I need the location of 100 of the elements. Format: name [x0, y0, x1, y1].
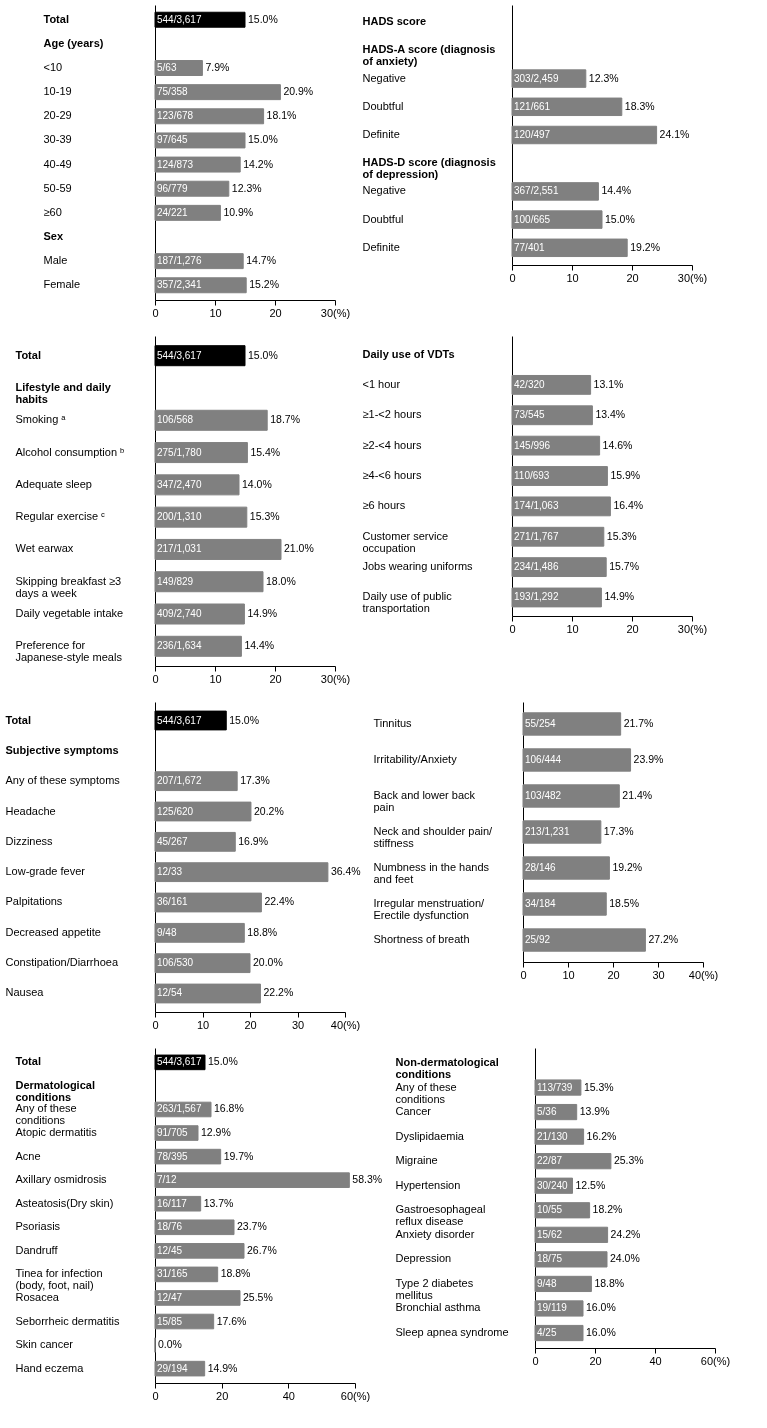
data-label: 20.2%: [253, 804, 284, 817]
data-label: 7.9%: [205, 61, 230, 74]
data-label: 15.4%: [250, 445, 281, 458]
bar: [522, 820, 602, 844]
bar: [511, 466, 608, 486]
annotation: 9/48: [537, 1277, 557, 1289]
data-label: 23.9%: [633, 752, 664, 765]
x-tick-label: 10: [209, 672, 222, 685]
annotation: 29/194: [157, 1362, 189, 1374]
y-tick-label: HADS-A score (diagnosis of anxiety): [362, 43, 496, 68]
bar: [154, 831, 236, 852]
data-label: 15.0%: [605, 212, 635, 225]
y-tick-label: Definite: [362, 128, 400, 140]
x-tick-label: 40(%): [688, 968, 719, 981]
data-label: 25.3%: [613, 1154, 644, 1167]
y-tick-label: Doubtful: [362, 212, 404, 225]
y-tick-label: Dandruff: [15, 1243, 59, 1256]
annotation: 106/444: [525, 753, 562, 765]
bar: [154, 474, 240, 496]
data-label: 24.1%: [659, 128, 690, 140]
y-tick-label: Tinea for infection (body, foot, nail): [15, 1267, 103, 1292]
y-tick-label: ≥6 hours: [362, 499, 406, 512]
data-label: 18.8%: [247, 925, 278, 938]
annotation: 7/12: [157, 1174, 177, 1186]
data-label: 22.2%: [263, 986, 294, 999]
x-tick-label: 0: [152, 1018, 159, 1031]
y-tick-label: ≥60: [43, 205, 62, 218]
y-tick-label: Tinnitus: [373, 716, 413, 729]
bar: [511, 496, 611, 517]
bar: [154, 506, 248, 528]
y-tick-label: Sleep apnea syndrome: [395, 1326, 509, 1339]
annotation: 110/693: [514, 470, 550, 481]
data-label: 14.2%: [243, 157, 273, 170]
data-label: 10.9%: [223, 205, 254, 218]
data-label: 17.6%: [216, 1314, 247, 1327]
data-label: 23.7%: [237, 1220, 267, 1233]
annotation: 30/240: [537, 1179, 569, 1191]
bar: [154, 156, 241, 173]
y-tick-label: Sex: [43, 229, 64, 242]
y-tick-label: Negative: [362, 184, 406, 197]
x-tick-label: 40(%): [330, 1018, 361, 1031]
annotation: 4/25: [537, 1327, 557, 1339]
data-label: 20.0%: [253, 956, 283, 969]
annotation: 77/401: [514, 241, 546, 253]
x-tick-label: 20: [269, 306, 282, 319]
annotation: 367/2,551: [514, 185, 559, 197]
bar: [154, 442, 248, 464]
annotation: 409/2,740: [157, 608, 202, 620]
annotation: 34/184: [525, 898, 557, 910]
bar: [511, 97, 623, 117]
annotation: 544/3,617: [157, 714, 202, 726]
annotation: 36/161: [157, 896, 189, 908]
x-tick-label: 30: [291, 1018, 305, 1031]
data-label: 18.0%: [266, 574, 296, 587]
x-tick-label: 20: [269, 672, 282, 685]
data-label: 19.2%: [612, 861, 643, 874]
bar: [511, 435, 601, 456]
bar: [522, 748, 632, 772]
data-label: 26.7%: [247, 1243, 277, 1256]
y-tick-label: Palpitations: [5, 895, 63, 908]
y-tick-label: Wet earwax: [15, 542, 74, 555]
annotation: 91/705: [157, 1127, 189, 1139]
y-tick-label: Daily use of public transportation: [362, 590, 453, 615]
y-tick-label: Nausea: [5, 986, 45, 999]
annotation: 18/76: [157, 1221, 183, 1233]
annotation: 120/497: [514, 129, 551, 140]
annotation: 213/1,231: [525, 826, 570, 837]
bar: [511, 587, 602, 608]
data-label: 18.1%: [266, 109, 297, 122]
y-tick-label: Adequate sleep: [15, 477, 92, 490]
data-label: 19.7%: [223, 1149, 254, 1162]
x-tick-label: 10: [562, 968, 575, 981]
x-tick-label: 10: [566, 271, 579, 284]
bar: [522, 892, 607, 916]
annotation: 187/1,276: [157, 255, 202, 267]
data-label: 15.3%: [606, 529, 637, 542]
y-tick-label: 10-19: [43, 85, 72, 98]
y-tick-label: Axillary osmidrosis: [15, 1173, 108, 1186]
bar: [154, 862, 329, 883]
y-tick-label: ≥4-<6 hours: [362, 469, 422, 481]
x-tick-label: 30(%): [320, 306, 351, 319]
x-tick-label: 20: [626, 622, 639, 635]
bar: [511, 374, 592, 395]
annotation: 106/530: [157, 957, 194, 969]
annotation: 19/119: [537, 1302, 568, 1314]
bar: [154, 84, 281, 101]
data-label: 16.8%: [214, 1102, 244, 1115]
annotation: 123/678: [157, 110, 194, 122]
annotation: 12/45: [157, 1244, 183, 1256]
data-label: 17.3%: [240, 774, 270, 787]
y-tick-label: Irritability/Anxiety: [373, 752, 458, 765]
bar: [154, 953, 251, 974]
annotation: 5/36: [537, 1106, 557, 1118]
y-tick-label: Negative: [362, 71, 406, 84]
bar: [511, 125, 658, 145]
annotation: 96/779: [157, 182, 189, 194]
annotation: 9/48: [157, 926, 177, 938]
x-tick-label: 30(%): [677, 622, 708, 635]
x-tick-label: 60(%): [700, 1354, 731, 1367]
data-label: 18.7%: [270, 413, 300, 426]
